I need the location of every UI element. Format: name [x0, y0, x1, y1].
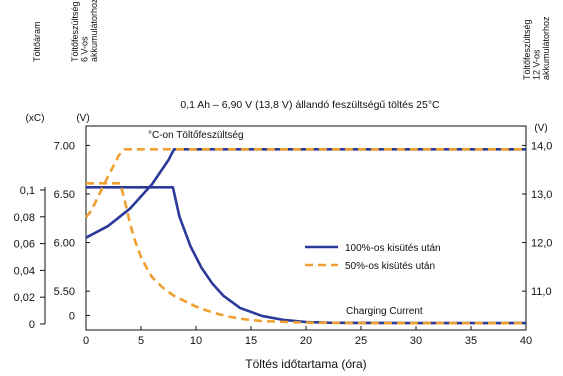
voltage-6v-tick-label: 0 — [69, 310, 75, 322]
voltage-curve-label: °C-on Töltőfeszültség — [148, 130, 244, 141]
voltage-12v-axis-unit: (V) — [534, 123, 547, 134]
current-axis-unit: (xC) — [26, 113, 45, 124]
voltage-12v-axis-title: Töltőfeszültség 12 V-os akkumulátorhoz — [522, 16, 551, 80]
voltage-6v-tick-label: 5.50 — [54, 286, 75, 298]
current-tick-label: 0,04 — [14, 265, 35, 277]
voltage-6v-tick-label: 6.00 — [54, 238, 75, 250]
current-axis-title: Töltőáram — [32, 21, 42, 62]
voltage-6v-axis-title-line-2: 6 V-os — [80, 36, 90, 62]
legend: 100%-os kisütés után 50%-os kisütés után — [305, 243, 441, 272]
current-tick-label: 0,08 — [14, 212, 35, 224]
x-tick-label: 15 — [245, 335, 257, 347]
legend-label-100: 100%-os kisütés után — [345, 243, 441, 254]
voltage-12v-axis-title-line-2: 12 V-os — [532, 49, 542, 80]
current-tick-label: 0,02 — [14, 292, 35, 304]
voltage-12v-tick-label: 12,0 — [531, 238, 552, 250]
voltage-6v-axis-title-line-1: Töltőfeszültség — [70, 1, 80, 62]
voltage-6v-tick-label: 6.50 — [54, 189, 75, 201]
voltage-6v-axis-title-line-3: akkumulátorhoz — [89, 0, 99, 62]
x-tick-label: 0 — [83, 335, 89, 347]
voltage-12v-axis-title-line-1: Töltőfeszültség — [522, 19, 532, 80]
chart-title: 0,1 Ah – 6,90 V (13,8 V) állandó feszült… — [180, 99, 440, 111]
current-tick-label: 0,1 — [20, 185, 35, 197]
current-tick-label: 0 — [29, 319, 35, 331]
current-curve-label: Charging Current — [346, 306, 423, 317]
x-tick-label: 5 — [138, 335, 144, 347]
voltage-6v-axis-unit: (V) — [76, 113, 89, 124]
x-tick-label: 30 — [410, 335, 422, 347]
voltage-6v-axis-title: Töltőfeszültség 6 V-os akkumulátorhoz — [70, 0, 99, 62]
voltage-12v-tick-label: 13,0 — [531, 189, 552, 201]
voltage-12v-axis-title-line-3: akkumulátorhoz — [541, 16, 551, 80]
x-tick-label: 35 — [465, 335, 477, 347]
current-line-50 — [86, 182, 526, 325]
x-axis-label: Töltés időtartama (óra) — [245, 357, 366, 371]
voltage-12v-tick-label: 14,0 — [531, 140, 552, 152]
voltage-line-100 — [85, 148, 526, 239]
x-tick-label: 10 — [190, 335, 202, 347]
voltage-12v-tick-label: 11,0 — [531, 286, 552, 298]
x-tick-label: 25 — [355, 335, 367, 347]
voltage-line-50 — [84, 148, 526, 219]
x-tick-label: 20 — [300, 335, 312, 347]
legend-label-50: 50%-os kisütés után — [345, 261, 435, 272]
voltage-6v-tick-label: 7.00 — [54, 140, 75, 152]
x-tick-label: 40 — [520, 335, 532, 347]
current-tick-label: 0,06 — [14, 239, 35, 251]
current-line-100 — [86, 186, 526, 325]
plot-frame — [85, 125, 527, 331]
